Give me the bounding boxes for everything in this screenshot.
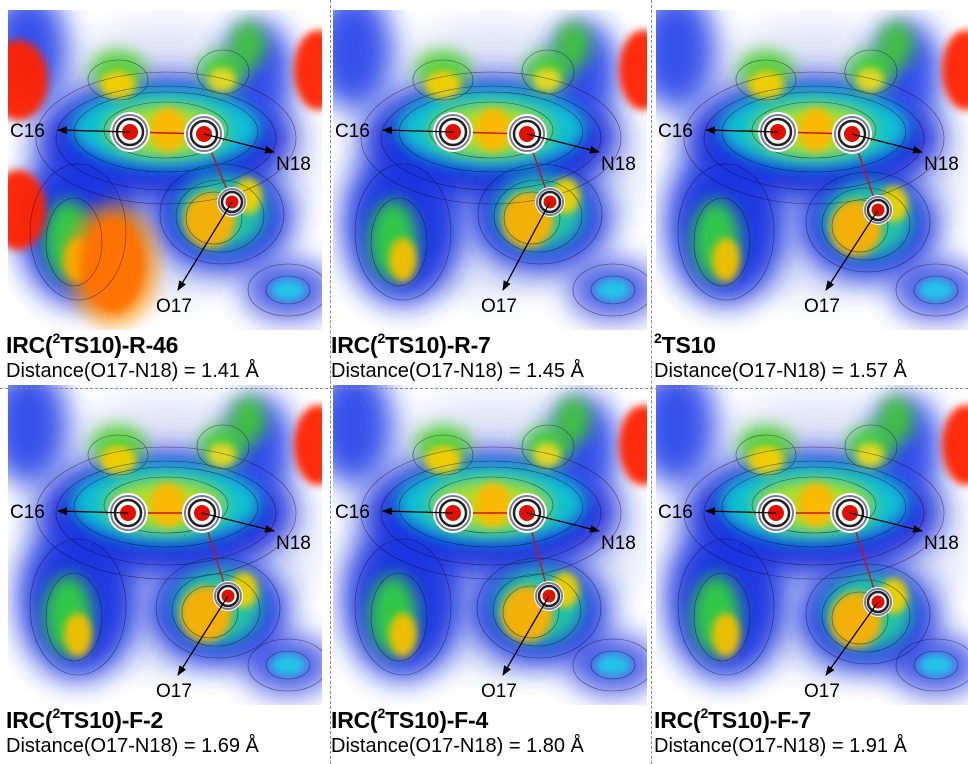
distance-label: Distance(O17-N18) = 1.80 Å — [331, 735, 584, 757]
title-superscript: 2 — [377, 705, 386, 721]
label-arrows — [382, 126, 600, 291]
elf-panel-4: C16 N18 O17 IRC(2TS10)-F-2 Distance(O17-N18)… — [0, 375, 322, 757]
elf-density-field — [333, 10, 647, 320]
elf-contour-plot: C16 N18 O17 — [656, 385, 968, 705]
label-n18: N18 — [924, 533, 959, 554]
label-o17: O17 — [804, 681, 840, 702]
panel-title: IRC(2TS10)-F-2 — [6, 705, 164, 734]
title-superscript: 2 — [654, 330, 662, 346]
label-n18: N18 — [276, 154, 311, 175]
label-n18: N18 — [601, 154, 636, 175]
distance-label: Distance(O17-N18) = 1.41 Å — [6, 360, 259, 382]
atom-n18 — [830, 493, 870, 533]
vertical-divider — [330, 0, 331, 764]
title-main: TS10 — [661, 332, 716, 358]
contour-map: C16 N18 O17 — [656, 385, 968, 705]
label-c16: C16 — [10, 121, 45, 142]
panel-title: IRC(2TS10)-R-7 — [331, 330, 491, 359]
horizontal-divider — [0, 388, 968, 389]
label-o17: O17 — [804, 296, 840, 317]
title-superscript: 2 — [377, 330, 386, 346]
distance-label: Distance(O17-N18) = 1.57 Å — [654, 360, 907, 382]
elf-panel-6: C16 N18 O17 IRC(2TS10)-F-7 Distance(O17-N18)… — [648, 375, 968, 757]
title-main: TS10)-F-2 — [60, 707, 164, 733]
elf-density-field — [333, 385, 647, 695]
contour-map: C16 N18 O17 — [8, 385, 322, 705]
label-arrows — [57, 507, 275, 676]
elf-contour-plot: C16 N18 O17 — [8, 10, 322, 330]
title-prefix: IRC( — [654, 707, 701, 733]
distance-label: Distance(O17-N18) = 1.91 Å — [654, 735, 907, 757]
elf-density-field — [8, 385, 322, 695]
elf-density-field — [8, 10, 322, 327]
label-o17: O17 — [156, 681, 192, 702]
panel-title: 2TS10 — [654, 330, 716, 359]
label-c16: C16 — [658, 502, 693, 523]
contour-map: C16 N18 O17 — [333, 385, 647, 705]
elf-contour-plot: C16 N18 O17 — [656, 10, 968, 330]
panel-title: IRC(2TS10)-R-46 — [6, 330, 179, 359]
title-superscript: 2 — [700, 705, 709, 721]
title-main: TS10)-F-7 — [708, 707, 812, 733]
label-c16: C16 — [335, 502, 370, 523]
title-superscript: 2 — [52, 705, 61, 721]
label-n18: N18 — [924, 154, 959, 175]
atom-n18 — [182, 493, 222, 533]
vertical-divider — [651, 0, 652, 764]
label-arrows — [57, 126, 275, 291]
label-n18: N18 — [601, 533, 636, 554]
elf-panel-3: C16 N18 O17 2TS10 Distance(O17-N18) = 1.57 Å — [648, 0, 968, 382]
label-arrows — [382, 507, 600, 676]
contour-map: C16 N18 O17 — [333, 10, 647, 330]
label-c16: C16 — [10, 502, 45, 523]
label-o17: O17 — [481, 681, 517, 702]
title-prefix: IRC( — [6, 707, 53, 733]
title-main: TS10)-R-7 — [385, 332, 491, 358]
label-arrows — [705, 126, 923, 291]
label-n18: N18 — [276, 533, 311, 554]
label-o17: O17 — [156, 296, 192, 317]
elf-panel-1: C16 N18 O17 IRC(2TS10)-R-46 Distance(O17-N18… — [0, 0, 322, 382]
label-o17: O17 — [481, 296, 517, 317]
elf-panel-2: C16 N18 O17 IRC(2TS10)-R-7 Distance(O17-N18)… — [325, 0, 647, 382]
elf-contour-plot: C16 N18 O17 — [333, 10, 647, 330]
atom-n18 — [507, 493, 547, 533]
title-main: TS10)-F-4 — [385, 707, 489, 733]
panel-title: IRC(2TS10)-F-4 — [331, 705, 489, 734]
title-superscript: 2 — [52, 330, 61, 346]
panel-title: IRC(2TS10)-F-7 — [654, 705, 812, 734]
elf-panel-5: C16 N18 O17 IRC(2TS10)-F-4 Distance(O17-N18)… — [325, 375, 647, 757]
distance-label: Distance(O17-N18) = 1.69 Å — [6, 735, 259, 757]
elf-contour-plot: C16 N18 O17 — [8, 385, 322, 705]
label-c16: C16 — [335, 121, 370, 142]
contour-map: C16 N18 O17 — [656, 10, 968, 330]
title-main: TS10)-R-46 — [60, 332, 179, 358]
label-c16: C16 — [658, 121, 693, 142]
distance-label: Distance(O17-N18) = 1.45 Å — [331, 360, 584, 382]
title-prefix: IRC( — [6, 332, 53, 358]
title-prefix: IRC( — [331, 332, 378, 358]
label-arrows — [705, 507, 923, 676]
title-prefix: IRC( — [331, 707, 378, 733]
elf-contour-plot: C16 N18 O17 — [333, 385, 647, 705]
contour-map: C16 N18 O17 — [8, 10, 322, 330]
